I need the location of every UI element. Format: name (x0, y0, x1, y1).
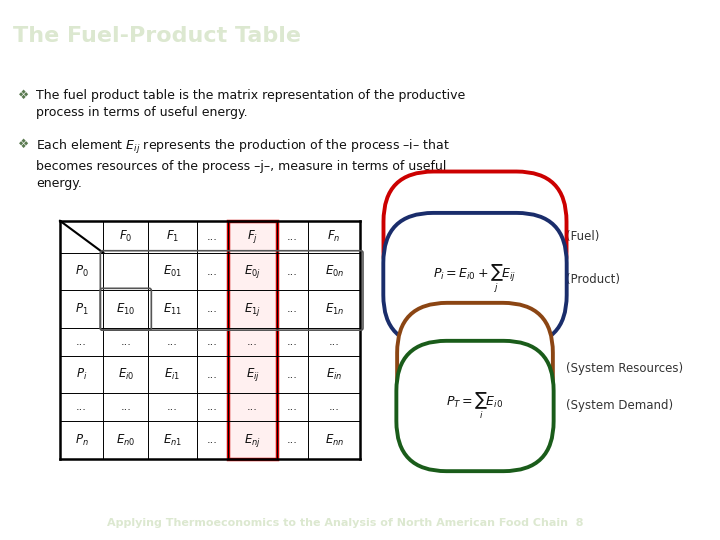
Text: ...: ... (329, 337, 340, 347)
Text: ...: ... (287, 267, 298, 276)
Text: ...: ... (207, 267, 218, 276)
Text: $E_{11}$: $E_{11}$ (163, 302, 182, 317)
Text: The Fuel-Product Table: The Fuel-Product Table (13, 26, 301, 46)
Text: $E_{in}$: $E_{in}$ (326, 367, 342, 382)
Bar (228, 221, 276, 459)
Text: ...: ... (207, 402, 218, 413)
Text: ...: ... (287, 304, 298, 314)
Text: $E_{n1}$: $E_{n1}$ (163, 433, 182, 448)
Text: ...: ... (287, 435, 298, 445)
Text: ...: ... (329, 402, 340, 413)
Text: ...: ... (247, 337, 258, 347)
Text: (Product): (Product) (566, 273, 620, 286)
Text: $F_r - P_T = \sum_k I_k > 0$: $F_r - P_T = \sum_k I_k > 0$ (425, 433, 525, 463)
Text: ...: ... (120, 337, 131, 347)
Text: ...: ... (207, 337, 218, 347)
Text: (Fuel): (Fuel) (566, 230, 599, 243)
Text: $P_0$: $P_0$ (75, 264, 89, 279)
Text: $P_i = E_{i0} + \sum_j E_{ij}$: $P_i = E_{i0} + \sum_j E_{ij}$ (433, 263, 517, 295)
Text: (System Resources): (System Resources) (566, 362, 683, 375)
Text: $P_1$: $P_1$ (75, 302, 89, 317)
Text: ...: ... (207, 435, 218, 445)
Text: $F_n$: $F_n$ (328, 230, 341, 245)
Text: $E_{i0}$: $E_{i0}$ (117, 367, 134, 382)
Text: $P_i$: $P_i$ (76, 367, 87, 382)
Text: $E_{0j}$: $E_{0j}$ (244, 263, 261, 280)
Text: ...: ... (207, 304, 218, 314)
Text: $E_{01}$: $E_{01}$ (163, 264, 182, 279)
Text: $P_n$: $P_n$ (75, 433, 89, 448)
Text: $F_0$: $F_0$ (119, 230, 132, 245)
Text: $E_{1j}$: $E_{1j}$ (244, 301, 261, 318)
Text: ...: ... (120, 402, 131, 413)
Text: ...: ... (207, 370, 218, 380)
Text: ...: ... (207, 232, 218, 242)
Text: ...: ... (287, 337, 298, 347)
Text: $E_{1n}$: $E_{1n}$ (325, 302, 344, 317)
Text: $P_T = \sum_i E_{i0}$: $P_T = \sum_i E_{i0}$ (446, 391, 504, 421)
Text: ...: ... (76, 337, 87, 347)
Text: ...: ... (287, 402, 298, 413)
Text: $F_j$: $F_j$ (247, 228, 258, 245)
Text: ...: ... (76, 402, 87, 413)
Text: ...: ... (287, 370, 298, 380)
Text: $E_{ij}$: $E_{ij}$ (246, 366, 259, 383)
Text: $E_{nj}$: $E_{nj}$ (244, 431, 261, 449)
Text: $F_1$: $F_1$ (166, 230, 179, 245)
Text: ❖: ❖ (18, 89, 30, 102)
Text: (System Demand): (System Demand) (566, 400, 673, 413)
Text: ...: ... (247, 402, 258, 413)
Text: $F_r = \sum_j E_{0j}$: $F_r = \sum_j E_{0j}$ (447, 353, 503, 385)
Text: $E_{i1}$: $E_{i1}$ (164, 367, 181, 382)
Text: $E_{10}$: $E_{10}$ (116, 302, 135, 317)
Text: ...: ... (287, 232, 298, 242)
Text: ❖: ❖ (18, 138, 30, 151)
Text: $E_{nn}$: $E_{nn}$ (325, 433, 344, 448)
Text: Each element $E_{ij}$ represents the production of the process –i– that
becomes : Each element $E_{ij}$ represents the pro… (36, 138, 450, 190)
Text: $E_{n0}$: $E_{n0}$ (116, 433, 135, 448)
Text: $E_{0n}$: $E_{0n}$ (325, 264, 344, 279)
Text: ...: ... (167, 337, 178, 347)
Text: $F_j = E_{0j} + \sum_i E_{ij}$: $F_j = E_{0j} + \sum_i E_{ij}$ (433, 221, 516, 252)
Text: Applying Thermoeconomics to the Analysis of North American Food Chain  8: Applying Thermoeconomics to the Analysis… (107, 518, 584, 528)
Text: The fuel product table is the matrix representation of the productive
process in: The fuel product table is the matrix rep… (36, 89, 465, 119)
Text: $F_i - P_i = I_i > 0$: $F_i - P_i = I_i > 0$ (434, 310, 516, 326)
Text: ...: ... (167, 402, 178, 413)
